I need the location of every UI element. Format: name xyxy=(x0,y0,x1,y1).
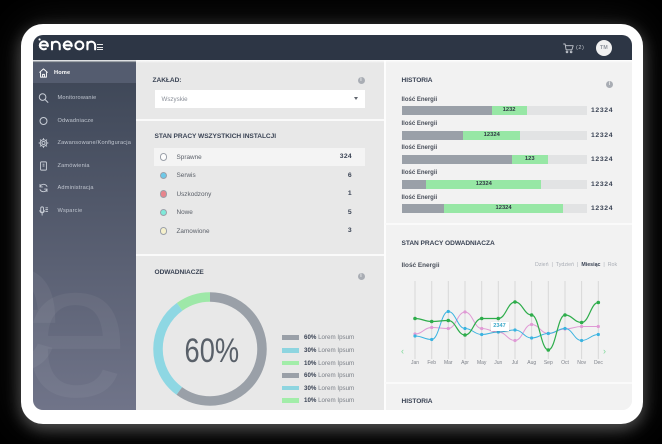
svg-text:60%: 60% xyxy=(185,332,240,370)
